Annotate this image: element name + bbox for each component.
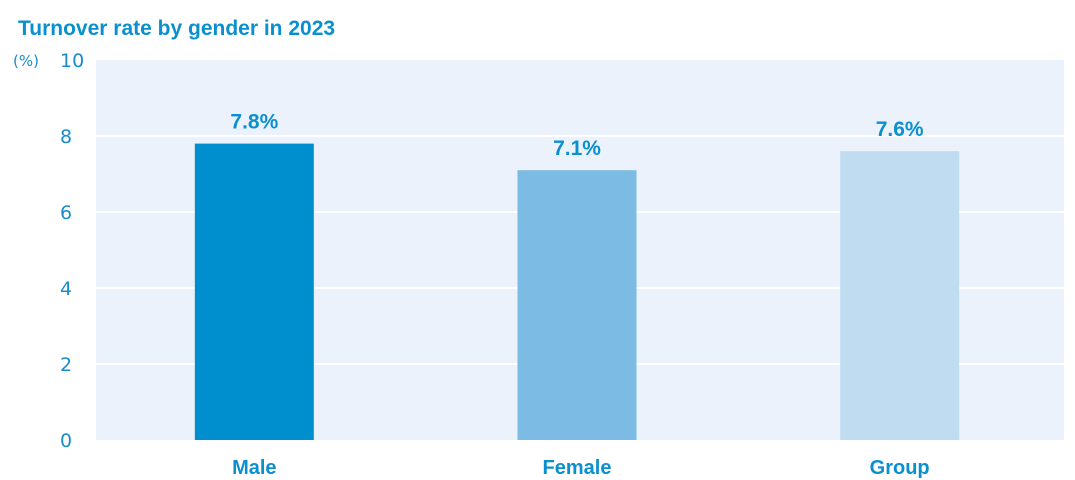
category-label: Male bbox=[232, 457, 276, 479]
data-label: 7.8% bbox=[230, 111, 278, 134]
bar-male bbox=[194, 143, 314, 440]
bar-group bbox=[840, 151, 960, 440]
y-tick-label: 0 bbox=[60, 430, 72, 452]
y-axis-unit: (%) bbox=[13, 52, 39, 70]
y-tick-label: 6 bbox=[60, 202, 72, 224]
category-labels: Male Female Group bbox=[232, 457, 930, 479]
data-labels: 7.8% 7.1% 7.6% bbox=[230, 111, 924, 161]
data-label: 7.1% bbox=[553, 137, 601, 160]
bars bbox=[194, 143, 960, 440]
category-label: Female bbox=[543, 457, 612, 479]
bar-female bbox=[517, 170, 637, 440]
data-label: 7.6% bbox=[876, 118, 924, 141]
category-label: Group bbox=[870, 457, 930, 479]
y-axis-ticks: 0 2 4 6 8 10 bbox=[60, 50, 84, 452]
y-tick-label: 8 bbox=[60, 126, 72, 148]
y-tick-label: 2 bbox=[60, 354, 72, 376]
y-tick-label: 10 bbox=[60, 50, 84, 72]
y-tick-label: 4 bbox=[60, 278, 72, 300]
chart-title: Turnover rate by gender in 2023 bbox=[18, 17, 336, 40]
